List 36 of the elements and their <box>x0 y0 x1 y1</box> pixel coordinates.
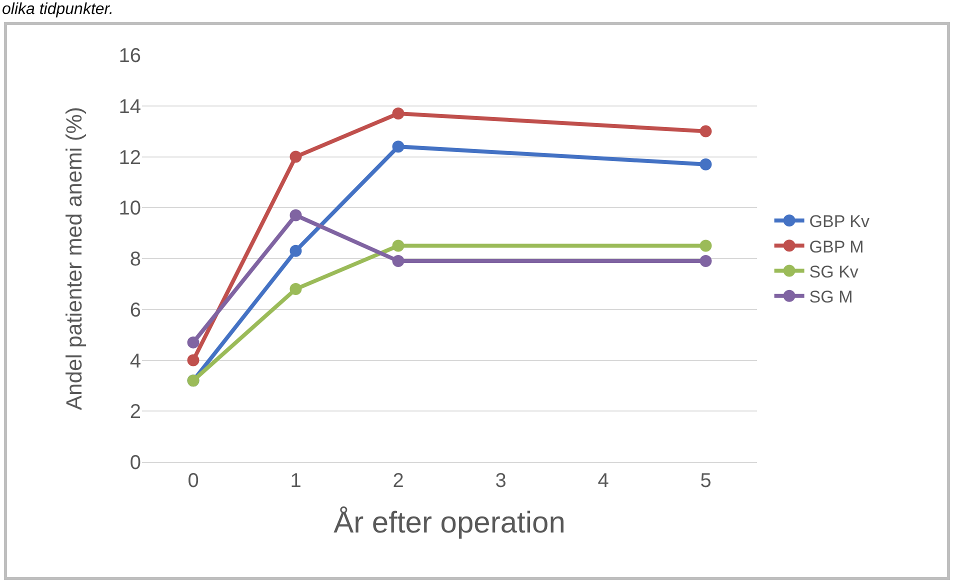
y-tick-label: 4 <box>130 350 141 372</box>
point <box>290 150 302 163</box>
legend-label: SG M <box>809 287 853 306</box>
point <box>392 240 404 252</box>
x-axis-title: År efter operation <box>334 506 566 540</box>
x-tick-label: 5 <box>700 470 712 492</box>
y-tick-label: 2 <box>130 401 141 424</box>
y-tick-label: 0 <box>130 452 141 474</box>
x-tick-label: 3 <box>495 470 506 492</box>
y-tick-label: 6 <box>130 299 141 322</box>
x-tick-label: 4 <box>598 470 609 492</box>
x-tick-label: 1 <box>290 470 302 492</box>
y-tick-label: 10 <box>118 198 141 220</box>
point <box>290 283 302 296</box>
y-tick-label: 8 <box>130 248 141 270</box>
point <box>187 354 200 366</box>
point <box>700 240 712 252</box>
point <box>290 209 302 222</box>
point <box>700 158 712 170</box>
point <box>290 244 302 257</box>
point <box>187 336 200 348</box>
point <box>700 125 712 138</box>
legend-label: SG Kv <box>809 262 859 282</box>
y-axis-title: Andel patienter med anemi (%) <box>62 106 87 410</box>
y-tick-label: 12 <box>118 146 141 169</box>
point <box>392 255 404 268</box>
y-tick-label: 16 <box>118 45 141 67</box>
legend-label: GBP M <box>809 237 864 256</box>
point <box>392 108 404 120</box>
x-tick-label: 2 <box>392 470 404 492</box>
point <box>700 255 712 268</box>
y-tick-label: 14 <box>118 96 141 118</box>
x-tick-label: 0 <box>188 470 199 492</box>
point <box>392 140 404 153</box>
legend-label: GBP Kv <box>809 212 870 232</box>
text: olika tidpunkter. <box>2 1 114 19</box>
